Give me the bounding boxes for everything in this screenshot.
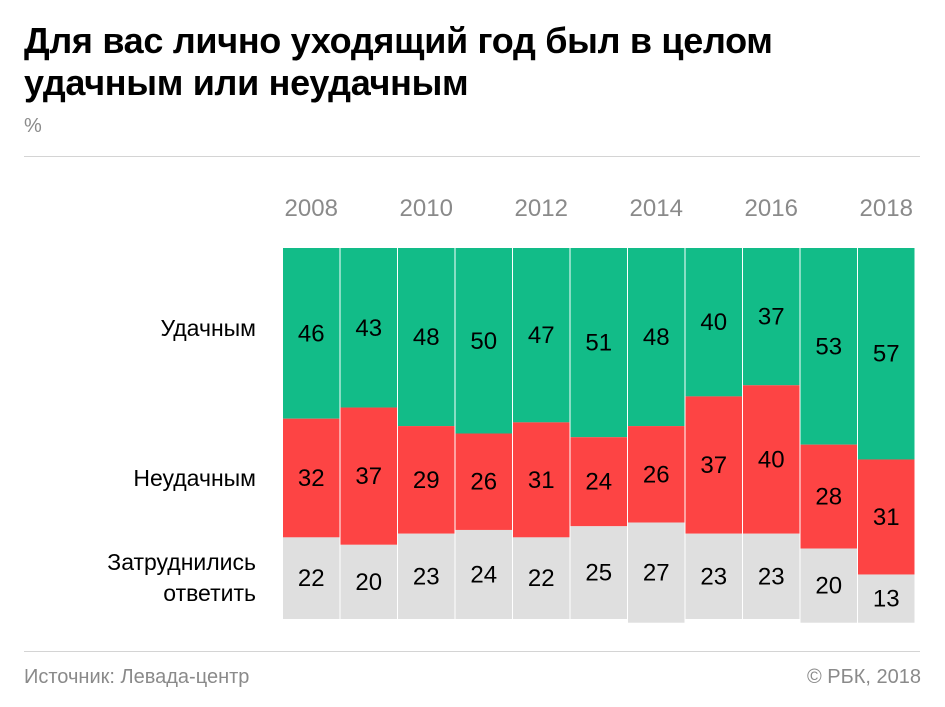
value-label-success-2014: 48 [643, 324, 670, 351]
bar-fail-2012 [513, 422, 570, 538]
value-label-fail-2018: 31 [873, 504, 900, 531]
value-label-fail-2009: 37 [355, 463, 382, 490]
value-label-undecided-2017: 20 [815, 573, 842, 600]
value-label-success-2016: 37 [758, 304, 785, 331]
value-label-undecided-2014: 27 [643, 560, 670, 587]
bars-group [283, 248, 915, 623]
value-label-fail-2013: 24 [585, 469, 612, 496]
year-label-2014: 2014 [630, 195, 683, 222]
copyright-label: © РБК, 2018 [806, 666, 921, 688]
year-labels-group: 2008 2010 2012 2014 2016 2018 [285, 195, 913, 222]
value-label-success-2015: 40 [700, 309, 727, 336]
value-labels-group: 46 32 22 43 37 20 48 29 23 50 26 24 47 31 22 51 24 25 48 26… [298, 304, 900, 613]
bar-fail-2008 [283, 418, 340, 538]
value-label-undecided-2011: 24 [470, 561, 497, 588]
bottom-divider [24, 651, 920, 652]
bar-undecided-2015 [685, 533, 742, 619]
value-label-fail-2008: 32 [298, 465, 325, 492]
value-label-success-2018: 57 [873, 341, 900, 368]
bar-undecided-2012 [513, 537, 570, 619]
value-label-fail-2015: 37 [700, 452, 727, 479]
value-label-success-2012: 47 [528, 322, 555, 349]
value-label-undecided-2012: 22 [528, 565, 555, 592]
value-label-fail-2012: 31 [528, 467, 555, 494]
bar-undecided-2018 [858, 574, 915, 623]
bar-success-2015 [685, 248, 742, 397]
bar-undecided-2008 [283, 537, 340, 619]
top-divider [24, 156, 920, 157]
value-label-undecided-2010: 23 [413, 563, 440, 590]
year-label-2012: 2012 [515, 195, 568, 222]
row-label-success: Удачным [160, 315, 256, 341]
bar-success-2008 [283, 248, 340, 419]
bar-success-2010 [398, 248, 455, 427]
row-label-undecided: Затруднились ответить [107, 549, 256, 606]
source-label: Источник: Левада-центр [24, 666, 250, 688]
value-label-fail-2017: 28 [815, 484, 842, 511]
bar-success-2018 [858, 248, 915, 460]
value-label-fail-2016: 40 [758, 446, 785, 473]
bar-undecided-2016 [743, 533, 800, 619]
year-label-2008: 2008 [285, 195, 338, 222]
year-label-2010: 2010 [400, 195, 453, 222]
bar-success-2009 [340, 248, 397, 408]
value-label-undecided-2016: 23 [758, 563, 785, 590]
value-label-undecided-2015: 23 [700, 563, 727, 590]
bar-success-2014 [628, 248, 685, 427]
value-label-fail-2011: 26 [470, 469, 497, 496]
chart-title: Для вас лично уходящий год был в целом у… [24, 20, 773, 103]
value-label-undecided-2008: 22 [298, 565, 325, 592]
value-label-success-2011: 50 [470, 328, 497, 355]
bar-fail-2011 [455, 433, 512, 530]
value-label-fail-2014: 26 [643, 461, 670, 488]
bar-success-2012 [513, 248, 570, 423]
unit-label: % [24, 115, 42, 137]
value-label-undecided-2013: 25 [585, 560, 612, 587]
value-label-success-2017: 53 [815, 333, 842, 360]
row-label-fail: Неудачным [133, 465, 256, 491]
bar-fail-2013 [570, 437, 627, 527]
bar-fail-2018 [858, 459, 915, 575]
year-label-2018: 2018 [860, 195, 913, 222]
bar-undecided-2009 [340, 544, 397, 619]
row-labels-group: Удачным Неудачным Затруднились ответить [107, 315, 256, 606]
bar-fail-2009 [340, 407, 397, 545]
bar-success-2016 [743, 248, 800, 386]
bar-success-2017 [800, 248, 857, 445]
value-label-success-2010: 48 [413, 324, 440, 351]
bar-fail-2014 [628, 426, 685, 523]
bar-undecided-2010 [398, 533, 455, 619]
bar-fail-2017 [800, 444, 857, 549]
bar-success-2011 [455, 248, 512, 434]
value-label-success-2013: 51 [585, 330, 612, 357]
bar-undecided-2011 [455, 529, 512, 619]
bar-undecided-2017 [800, 548, 857, 623]
value-label-success-2008: 46 [298, 320, 325, 347]
bar-undecided-2014 [628, 522, 685, 623]
bar-fail-2015 [685, 396, 742, 534]
bar-fail-2010 [398, 426, 455, 534]
year-label-2016: 2016 [745, 195, 798, 222]
bar-fail-2016 [743, 385, 800, 534]
bar-success-2013 [570, 248, 627, 438]
value-label-fail-2010: 29 [413, 467, 440, 494]
value-label-success-2009: 43 [355, 315, 382, 342]
bar-undecided-2013 [570, 526, 627, 619]
value-label-undecided-2009: 20 [355, 569, 382, 596]
value-label-undecided-2018: 13 [873, 586, 900, 613]
